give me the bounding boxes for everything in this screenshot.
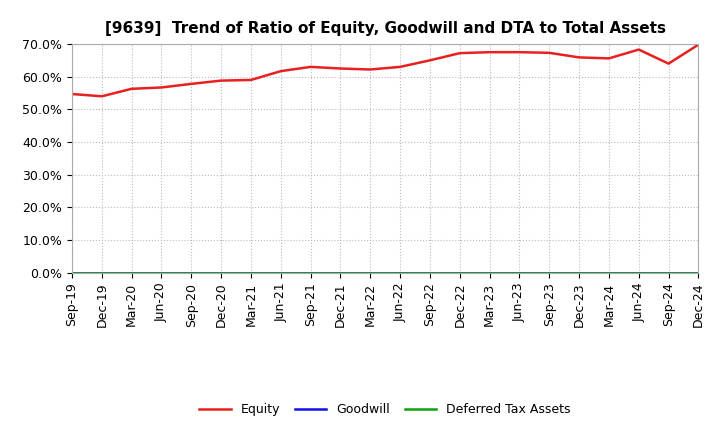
Equity bbox=[396, 64, 405, 70]
Deferred Tax Assets bbox=[276, 270, 285, 275]
Equity bbox=[665, 61, 673, 66]
Goodwill bbox=[127, 270, 136, 275]
Goodwill bbox=[515, 270, 523, 275]
Deferred Tax Assets bbox=[665, 270, 673, 275]
Deferred Tax Assets bbox=[426, 270, 434, 275]
Equity bbox=[127, 86, 136, 92]
Equity bbox=[515, 50, 523, 55]
Goodwill bbox=[366, 270, 374, 275]
Goodwill bbox=[694, 270, 703, 275]
Equity bbox=[68, 92, 76, 97]
Legend: Equity, Goodwill, Deferred Tax Assets: Equity, Goodwill, Deferred Tax Assets bbox=[194, 398, 576, 421]
Goodwill bbox=[545, 270, 554, 275]
Deferred Tax Assets bbox=[396, 270, 405, 275]
Goodwill bbox=[605, 270, 613, 275]
Goodwill bbox=[187, 270, 196, 275]
Deferred Tax Assets bbox=[515, 270, 523, 275]
Deferred Tax Assets bbox=[634, 270, 643, 275]
Goodwill bbox=[396, 270, 405, 275]
Goodwill bbox=[456, 270, 464, 275]
Equity bbox=[694, 42, 703, 47]
Deferred Tax Assets bbox=[127, 270, 136, 275]
Equity bbox=[575, 55, 583, 60]
Deferred Tax Assets bbox=[247, 270, 256, 275]
Goodwill bbox=[97, 270, 106, 275]
Equity bbox=[545, 50, 554, 55]
Line: Equity: Equity bbox=[72, 44, 698, 96]
Equity bbox=[276, 69, 285, 74]
Deferred Tax Assets bbox=[68, 270, 76, 275]
Deferred Tax Assets bbox=[545, 270, 554, 275]
Deferred Tax Assets bbox=[217, 270, 225, 275]
Equity bbox=[336, 66, 345, 71]
Deferred Tax Assets bbox=[306, 270, 315, 275]
Goodwill bbox=[485, 270, 494, 275]
Deferred Tax Assets bbox=[694, 270, 703, 275]
Goodwill bbox=[426, 270, 434, 275]
Deferred Tax Assets bbox=[336, 270, 345, 275]
Deferred Tax Assets bbox=[187, 270, 196, 275]
Goodwill bbox=[157, 270, 166, 275]
Equity bbox=[97, 94, 106, 99]
Goodwill bbox=[276, 270, 285, 275]
Equity bbox=[634, 47, 643, 52]
Equity bbox=[217, 78, 225, 83]
Deferred Tax Assets bbox=[97, 270, 106, 275]
Goodwill bbox=[634, 270, 643, 275]
Goodwill bbox=[68, 270, 76, 275]
Equity bbox=[605, 56, 613, 61]
Deferred Tax Assets bbox=[366, 270, 374, 275]
Equity bbox=[247, 77, 256, 83]
Goodwill bbox=[306, 270, 315, 275]
Equity bbox=[187, 81, 196, 87]
Deferred Tax Assets bbox=[456, 270, 464, 275]
Deferred Tax Assets bbox=[605, 270, 613, 275]
Equity bbox=[426, 58, 434, 63]
Deferred Tax Assets bbox=[575, 270, 583, 275]
Equity bbox=[157, 85, 166, 90]
Equity bbox=[485, 50, 494, 55]
Equity bbox=[366, 67, 374, 72]
Deferred Tax Assets bbox=[157, 270, 166, 275]
Title: [9639]  Trend of Ratio of Equity, Goodwill and DTA to Total Assets: [9639] Trend of Ratio of Equity, Goodwil… bbox=[104, 21, 666, 36]
Equity bbox=[306, 64, 315, 70]
Goodwill bbox=[217, 270, 225, 275]
Goodwill bbox=[665, 270, 673, 275]
Equity bbox=[456, 51, 464, 56]
Goodwill bbox=[247, 270, 256, 275]
Goodwill bbox=[336, 270, 345, 275]
Goodwill bbox=[575, 270, 583, 275]
Deferred Tax Assets bbox=[485, 270, 494, 275]
